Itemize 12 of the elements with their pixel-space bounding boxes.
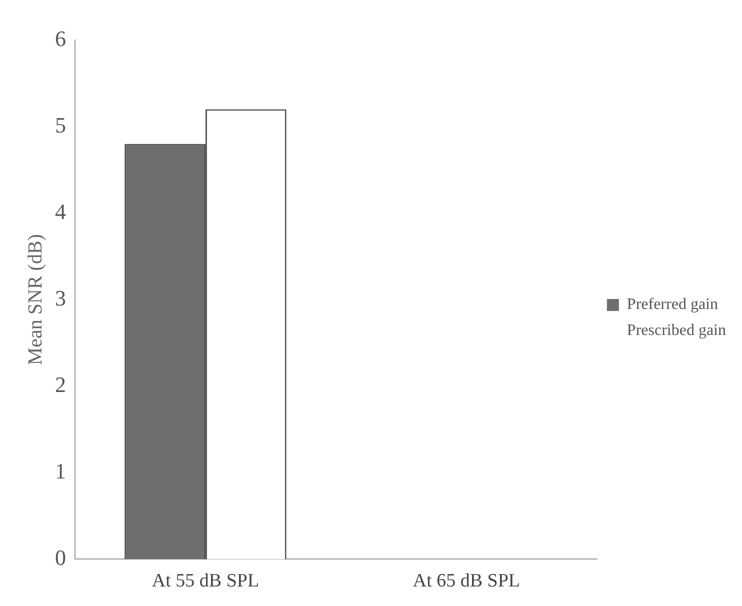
y-tick-label: 3 (55, 285, 66, 310)
y-tick-label: 6 (55, 26, 66, 51)
y-axis-title: Mean SNR (dB) (24, 234, 46, 366)
y-tick-label: 2 (55, 372, 66, 397)
text: Prescribed gain (626, 322, 726, 340)
y-tick-label: 1 (55, 458, 66, 484)
y-tick-label: 0 (55, 544, 66, 570)
x-tick-label: At 55 dB SPL (152, 570, 260, 592)
legend-label: Preferred gain (626, 296, 718, 314)
y-tick-label: 5 (55, 112, 66, 138)
y-tick-label: 4 (55, 198, 66, 224)
x-tick-label: At 65 dB SPL (412, 570, 520, 592)
